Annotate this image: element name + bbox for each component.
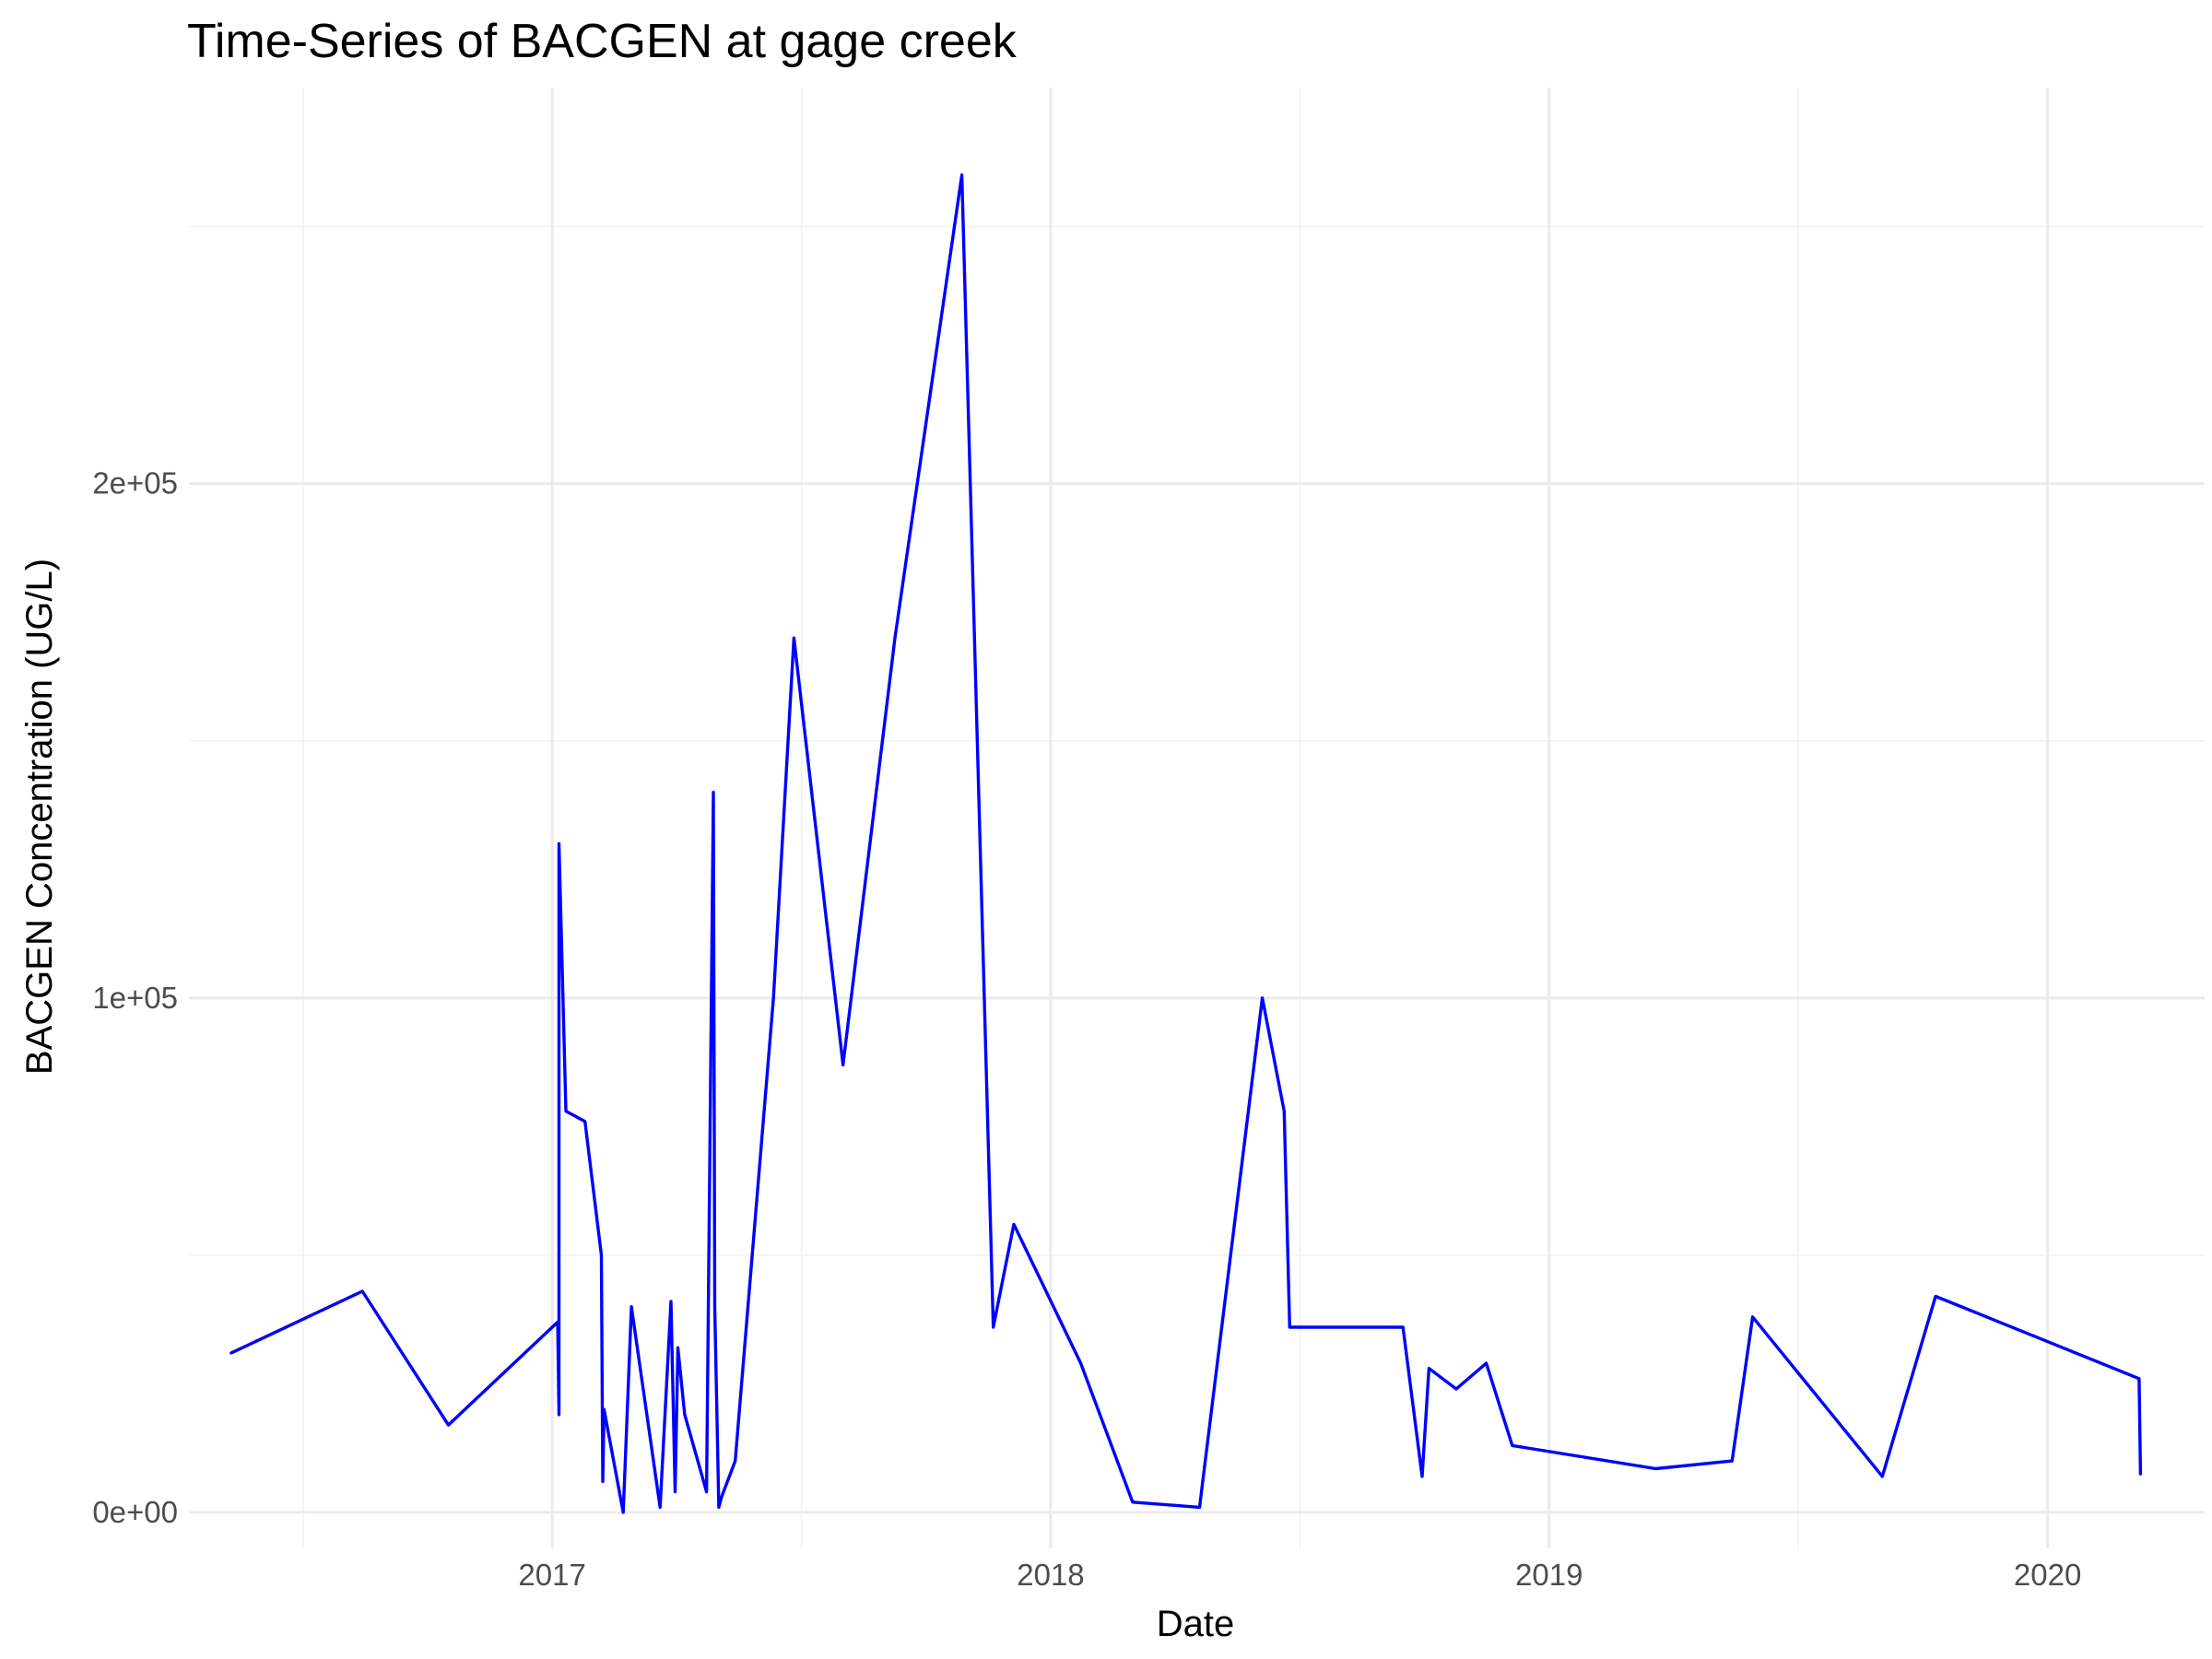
minor-x-gridlines [301, 88, 1799, 1548]
x-tick-label: 2017 [518, 1558, 585, 1592]
x-tick-label: 2020 [2014, 1558, 2081, 1592]
y-tick-label: 1e+05 [92, 981, 178, 1015]
minor-y-gridlines [189, 225, 2205, 1256]
x-tick-label: 2019 [1515, 1558, 1583, 1592]
chart-title: Time-Series of BACGEN at gage creek [187, 15, 1018, 68]
major-y-gridlines [189, 482, 2205, 1514]
major-x-gridlines [550, 88, 2050, 1548]
series-layer [229, 173, 2143, 1514]
x-tick-label: 2018 [1017, 1558, 1084, 1592]
y-tick-label: 0e+00 [92, 1495, 178, 1529]
y-tick-labels: 0e+00 1e+05 2e+05 [92, 466, 178, 1529]
x-tick-labels: 2017 2018 2019 2020 [518, 1558, 2081, 1592]
y-axis-title: BACGEN Concentration (UG/L) [19, 559, 60, 1075]
series-line [229, 173, 2143, 1514]
y-tick-label: 2e+05 [92, 466, 178, 500]
x-axis-title: Date [1157, 1604, 1235, 1644]
